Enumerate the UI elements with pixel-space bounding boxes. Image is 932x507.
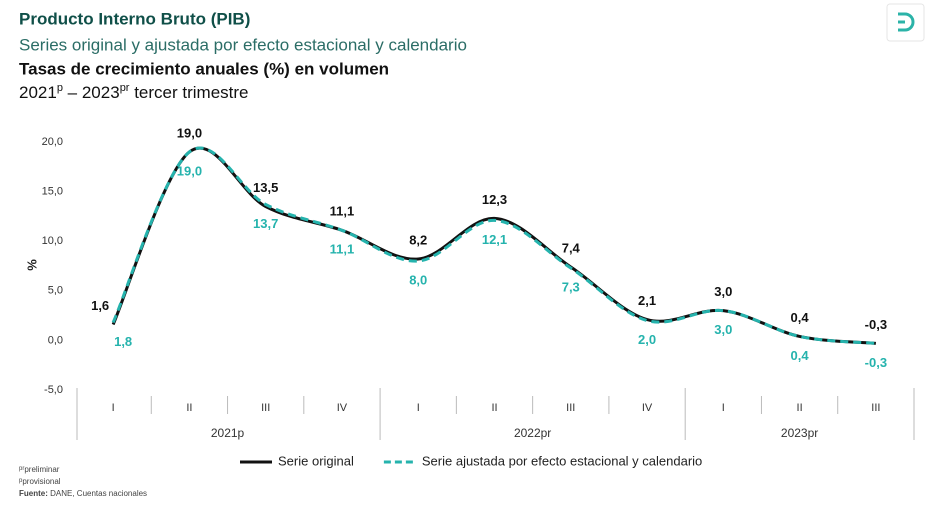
period: 2021p – 2023pr tercer trimestre — [19, 82, 249, 103]
x-tick-label: III — [871, 402, 880, 414]
data-label: 11,1 — [330, 242, 355, 257]
data-label: 8,2 — [409, 232, 427, 247]
data-label: -0,3 — [865, 355, 887, 370]
footnote-text: provisional — [22, 477, 60, 486]
data-label: 8,0 — [409, 272, 427, 287]
y-tick-label: 15,0 — [42, 186, 63, 198]
data-label: 0,4 — [791, 310, 810, 325]
data-label: 19,0 — [177, 125, 202, 140]
x-tick-label: IV — [642, 402, 653, 414]
source-label: Fuente: — [19, 489, 48, 498]
group-label: 2021p — [211, 426, 245, 440]
chart-subtitle: Series original y ajustada por efecto es… — [19, 35, 467, 54]
x-tick-label: I — [722, 402, 725, 414]
y-tick-label: -5,0 — [44, 384, 63, 396]
footnote-text: preliminar — [24, 465, 59, 474]
x-tick-label: III — [566, 402, 575, 414]
data-label: 12,3 — [482, 192, 507, 207]
group-label: 2023pr — [781, 426, 818, 440]
data-label: 3,0 — [714, 284, 732, 299]
legend: Serie original Serie ajustada por efecto … — [240, 453, 702, 468]
footnote: pprovisional — [19, 477, 61, 486]
data-label: 2,1 — [638, 293, 656, 308]
y-tick-label: 5,0 — [48, 285, 63, 297]
period-sup: p — [57, 82, 63, 94]
data-label: 7,3 — [562, 279, 580, 294]
period-sup: pr — [120, 82, 130, 94]
period-part: tercer trimestre — [129, 83, 248, 102]
group-label: 2022pr — [514, 426, 551, 440]
data-label: 13,5 — [253, 180, 278, 195]
footnote-mark: p — [19, 478, 23, 484]
x-tick-label: II — [491, 402, 497, 414]
logo — [886, 3, 925, 42]
y-axis-label: % — [24, 259, 39, 271]
period-part: 2021 — [19, 83, 57, 102]
data-label: 1,8 — [114, 334, 132, 349]
legend-label: Serie original — [278, 453, 354, 468]
data-label: 13,7 — [253, 216, 278, 231]
y-tick-label: 20,0 — [42, 136, 63, 148]
source: Fuente: DANE, Cuentas nacionales — [19, 489, 147, 498]
x-tick-label: I — [417, 402, 420, 414]
data-label: 12,1 — [482, 232, 507, 247]
x-tick-label: IV — [337, 402, 348, 414]
series-line — [111, 146, 876, 345]
x-tick-label: I — [112, 402, 115, 414]
y-tick-label: 0,0 — [48, 334, 63, 346]
x-tick-label: II — [186, 402, 192, 414]
data-label: 0,4 — [791, 348, 810, 363]
data-label: 7,4 — [562, 240, 581, 255]
data-label: -0,3 — [865, 317, 887, 332]
data-label: 19,0 — [177, 163, 202, 178]
x-tick-label: III — [261, 402, 270, 414]
footnote-mark: pr — [19, 466, 24, 472]
footnote: prpreliminar — [19, 465, 60, 474]
data-label: 1,6 — [91, 298, 109, 313]
data-label: 2,0 — [638, 332, 656, 347]
source-text: DANE, Cuentas nacionales — [48, 489, 147, 498]
x-tick-label: II — [797, 402, 803, 414]
data-label: 11,1 — [330, 204, 355, 219]
legend-label: Serie ajustada por efecto estacional y c… — [422, 453, 702, 468]
chart-subtitle-bold: Tasas de crecimiento anuales (%) en volu… — [19, 59, 389, 78]
chart-title: Producto Interno Bruto (PIB) — [19, 9, 250, 28]
data-label: 3,0 — [714, 322, 732, 337]
period-part: – 2023 — [63, 83, 120, 102]
y-tick-label: 10,0 — [42, 235, 63, 247]
